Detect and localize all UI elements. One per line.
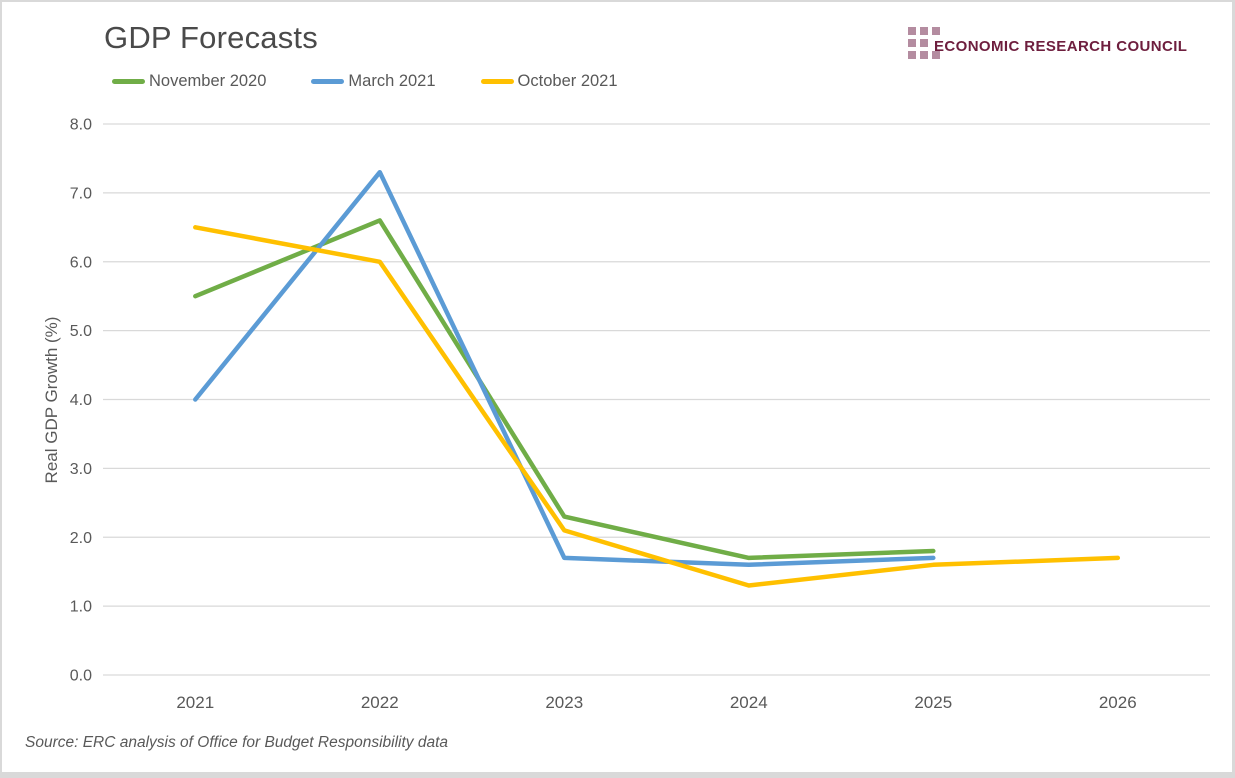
legend-swatch: [311, 78, 345, 84]
legend-label: March 2021: [348, 71, 436, 90]
x-tick-label: 2021: [176, 693, 214, 712]
series-line-october-2021: [193, 225, 1121, 588]
logo-square: [908, 51, 916, 59]
source-note: Source: ERC analysis of Office for Budge…: [25, 734, 449, 751]
erc-logo-text: ECONOMIC RESEARCH COUNCIL: [934, 38, 1188, 55]
legend-label: October 2021: [517, 71, 618, 90]
y-tick-label: 5.0: [70, 323, 92, 340]
x-tick-label: 2023: [545, 693, 583, 712]
legend-swatch: [480, 78, 514, 84]
x-tick-label: 2024: [730, 693, 768, 712]
series-line-march-2021: [193, 169, 936, 568]
logo-square: [920, 39, 928, 47]
legend-item-march-2021: March 2021: [311, 71, 436, 91]
y-tick-label: 6.0: [70, 254, 92, 271]
legend-label: November 2020: [149, 71, 267, 90]
erc-logo: ECONOMIC RESEARCH COUNCIL: [908, 27, 1208, 61]
y-tick-label: 8.0: [70, 117, 92, 134]
logo-square: [932, 27, 940, 35]
logo-square: [908, 39, 916, 47]
legend-swatch: [112, 78, 145, 84]
y-tick-label: 7.0: [70, 185, 92, 202]
legend-item-october-2021: October 2021: [480, 71, 618, 91]
x-tick-label: 2026: [1099, 693, 1137, 712]
x-tick-label: 2025: [914, 693, 952, 712]
legend-item-november-2020: November 2020: [112, 72, 266, 91]
logo-square: [920, 51, 928, 59]
logo-square: [908, 27, 916, 35]
y-tick-label: 0.0: [70, 668, 92, 685]
series-line-november-2020: [193, 218, 936, 561]
logo-square: [920, 27, 928, 35]
logo-square: [932, 51, 940, 59]
chart-title: GDP Forecasts: [104, 20, 318, 55]
chart-legend: November 2020 March 2021 October 2021: [112, 70, 663, 92]
y-tick-label: 2.0: [70, 530, 92, 547]
y-tick-label: 4.0: [70, 392, 92, 409]
y-tick-label: 1.0: [70, 599, 92, 616]
erc-logo-mark-icon: [908, 27, 940, 59]
y-tick-label: 3.0: [70, 461, 92, 478]
x-tick-label: 2022: [361, 693, 399, 712]
